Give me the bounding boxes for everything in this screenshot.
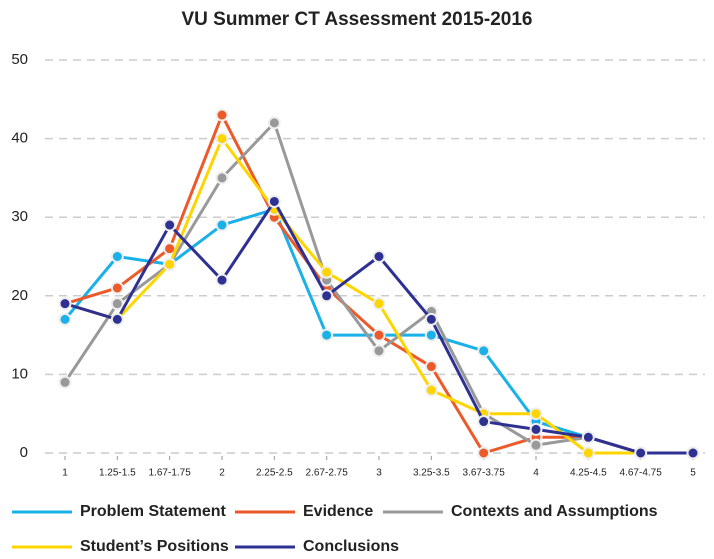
point: [372, 250, 386, 263]
point: [320, 289, 334, 303]
x-tick-label: 4.25-4.5: [570, 468, 607, 479]
line: [64, 113, 693, 455]
point: [634, 446, 648, 460]
point: [477, 446, 491, 460]
x-tick-label: 2.67-2.75: [306, 468, 349, 479]
legend-label: Evidence: [303, 503, 373, 520]
point: [372, 344, 386, 358]
x-tick-label: 1.67-1.75: [149, 468, 192, 479]
point: [215, 132, 229, 146]
point: [424, 312, 438, 326]
y-tick-label: 20: [11, 287, 28, 304]
point: [529, 438, 543, 452]
point: [529, 422, 543, 436]
point: [424, 360, 438, 374]
x-tick-label: 3.25-3.5: [413, 468, 450, 479]
legend-label: Contexts and Assumptions: [451, 503, 658, 520]
point: [215, 218, 229, 232]
legend-label: Problem Statement: [80, 503, 226, 520]
point: [686, 446, 700, 460]
x-tick-label: 2: [219, 468, 225, 479]
point: [110, 281, 124, 295]
y-tick-label: 30: [11, 208, 28, 225]
y-tick-label: 10: [11, 365, 28, 382]
point: [477, 415, 491, 429]
point: [424, 328, 438, 342]
x-tick-label: 1: [62, 468, 68, 479]
point: [58, 312, 72, 326]
line: [63, 121, 693, 455]
y-tick-label: 40: [11, 130, 28, 147]
point: [215, 108, 229, 122]
x-tick-label: 4: [533, 468, 539, 479]
point: [215, 273, 229, 287]
point: [110, 250, 124, 263]
point: [581, 446, 595, 460]
point: [163, 257, 177, 271]
point: [424, 383, 438, 397]
point: [267, 116, 281, 130]
point: [372, 328, 386, 342]
chart-title: VU Summer CT Assessment 2015-2016: [182, 9, 533, 30]
point: [58, 375, 72, 389]
point: [581, 430, 595, 444]
legend-label: Student’s Positions: [80, 538, 229, 555]
point: [529, 407, 543, 421]
point: [110, 297, 124, 311]
point: [320, 328, 334, 342]
x-tick-label: 4.67-4.75: [620, 468, 663, 479]
x-tick-label: 3.67-3.75: [463, 468, 506, 479]
x-tick-label: 2.25-2.5: [256, 468, 293, 479]
y-tick-label: 0: [20, 444, 28, 461]
point: [215, 171, 229, 185]
x-tick-label: 3: [376, 468, 382, 479]
point: [477, 344, 491, 358]
point: [110, 312, 124, 326]
x-tick-label: 5: [690, 468, 696, 479]
point: [58, 297, 72, 311]
point: [320, 265, 334, 279]
y-tick-label: 50: [11, 51, 28, 68]
legend-label: Conclusions: [303, 538, 399, 555]
point: [372, 297, 386, 311]
point: [267, 194, 281, 208]
x-tick-label: 1.25-1.5: [99, 468, 136, 479]
point: [163, 218, 177, 232]
line: [64, 199, 693, 455]
